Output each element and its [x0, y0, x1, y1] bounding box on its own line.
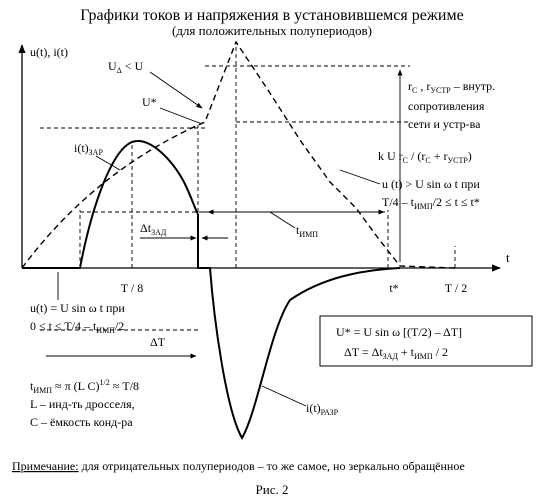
figure-subtitle: (для положительных полупериодов) [172, 23, 372, 38]
label-discharge-current: i(t)РАЗР [306, 401, 339, 417]
resist-formula: k U rC / (rC + rУСТР) [378, 149, 472, 165]
cond-left-line2: 0 ≤ t ≤ T/4 – tИМП/2 [30, 319, 124, 335]
cond-left-line1: u(t) = U sin ω t при [30, 301, 125, 315]
label-delta-t: ΔT [150, 335, 166, 349]
charge-current-curve [22, 141, 198, 268]
label-udelta: UΔ < U [108, 59, 144, 75]
arrow-udelta [150, 72, 202, 108]
timp-note-line2: L – инд-ть дросселя, [30, 397, 135, 411]
x-axis-label: t [506, 250, 510, 265]
resist-note-line1: rC , rУСТР – внутр. [408, 79, 495, 95]
leader-ustar [160, 108, 202, 124]
y-axis-label: u(t), i(t) [30, 45, 68, 59]
leader-timp [270, 212, 295, 228]
label-delay: ΔtЗАД [140, 221, 167, 237]
note-text: для отрицательных полупериодов – то же с… [79, 459, 465, 473]
cond-right-line1: u (t) > U sin ω t при [382, 177, 480, 191]
figure-title: Графики токов и напряжения в установивше… [80, 7, 463, 24]
note-label: Примечание: [12, 459, 79, 473]
resist-note-line3: сети и устр-ва [408, 117, 481, 131]
formula-box-line1: U* = U sin ω [(T/2) – ΔT] [336, 325, 462, 339]
tick-label-t8: T / 8 [121, 281, 143, 295]
note-line: Примечание: для отрицательных полупериод… [12, 459, 465, 473]
label-timp: tИМП [296, 223, 318, 239]
label-ustar: U* [142, 95, 157, 109]
timp-note-line1: tИМП ≈ π (L C)1/2 ≈ T/8 [30, 378, 139, 395]
tick-label-tstar: t* [389, 281, 398, 295]
resist-note-line2: сопротивления [408, 99, 485, 113]
tick-label-t2: T / 2 [445, 281, 467, 295]
leader-discharge-current [262, 386, 306, 406]
leader-cond-right [340, 170, 380, 184]
timp-note-line3: C – ёмкость конд-ра [30, 415, 133, 429]
cond-right-line2: T/4 – tИМП/2 ≤ t ≤ t* [382, 195, 480, 211]
figure-caption: Рис. 2 [256, 482, 289, 497]
label-charge-current: i(t)ЗАР [74, 141, 103, 157]
